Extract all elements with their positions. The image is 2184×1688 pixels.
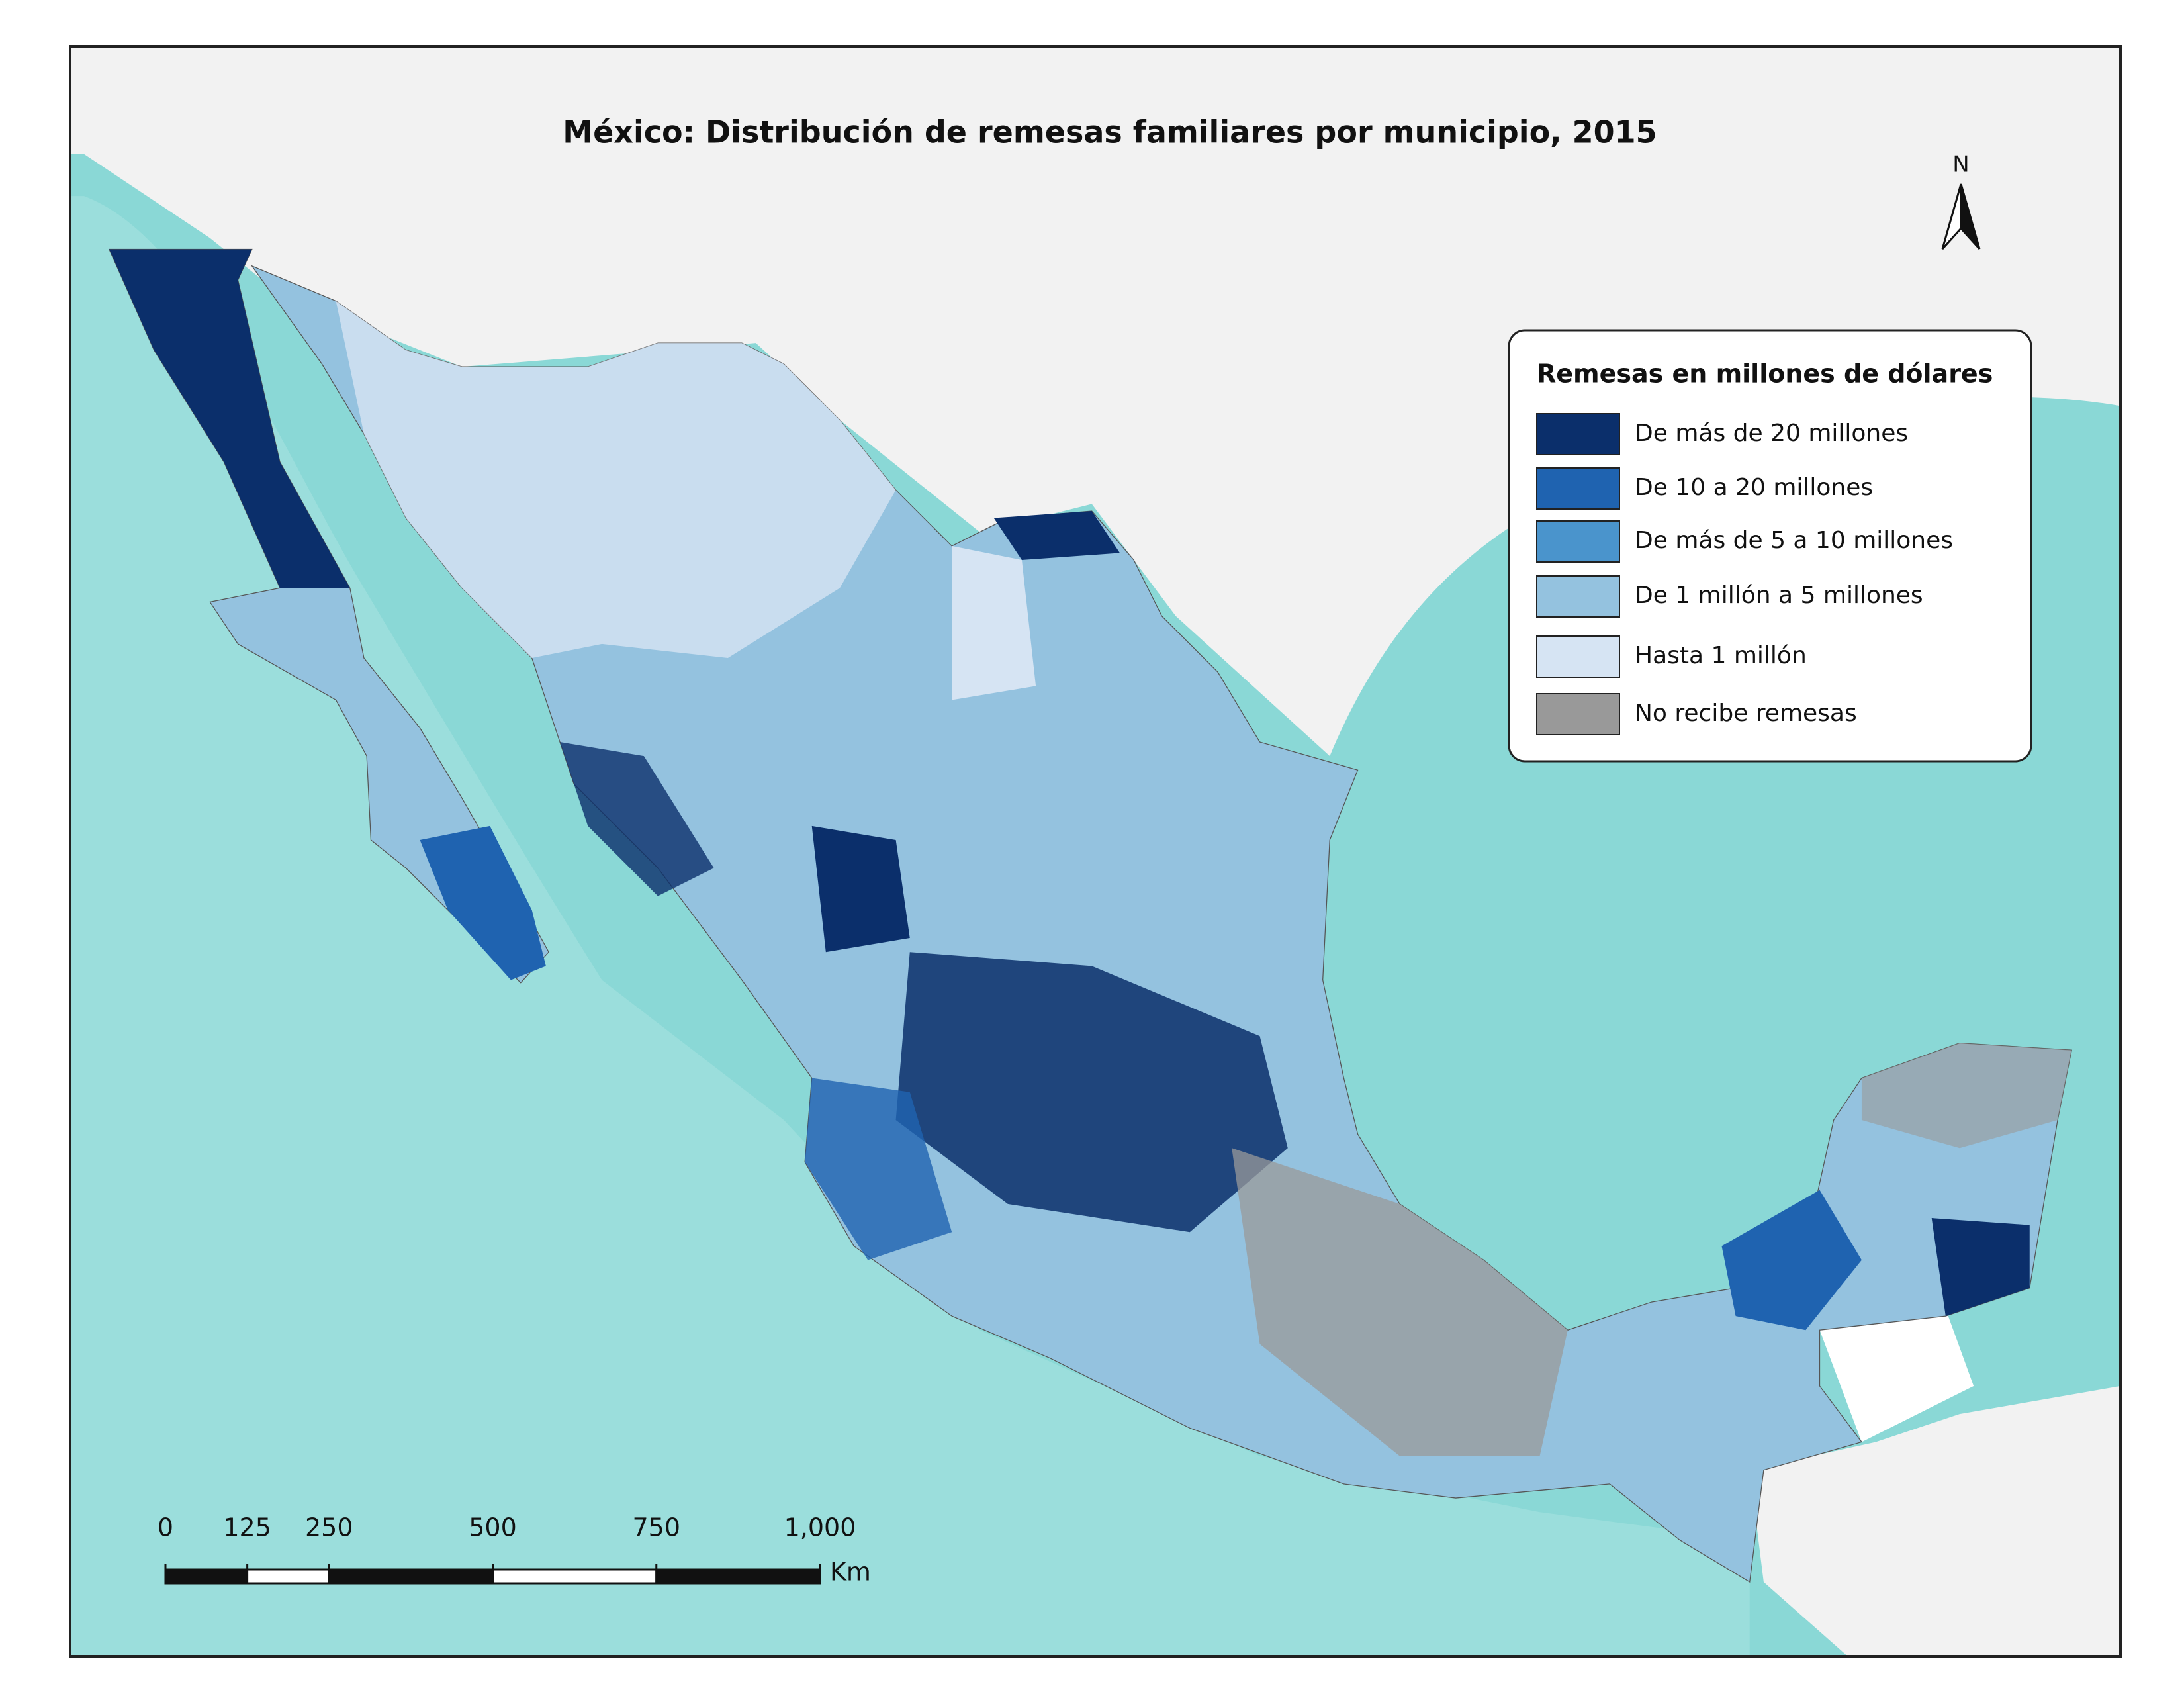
region-mid <box>1721 1190 1862 1331</box>
scale-label: 1,000 <box>784 1513 856 1542</box>
region-mid <box>420 825 546 980</box>
scale-label: 500 <box>469 1513 517 1542</box>
region-mid <box>805 1078 952 1260</box>
scale-bar: 0 125 250 500 750 1,000 Km <box>158 1513 871 1587</box>
region-light <box>336 301 896 659</box>
scale-label: 750 <box>632 1513 680 1542</box>
scale-segment <box>246 1568 330 1585</box>
north-arrow <box>1960 183 1981 250</box>
legend-label: De más de 20 millones <box>1635 420 1908 447</box>
legend-swatch <box>1536 467 1620 510</box>
region-dark <box>811 825 910 953</box>
legend-swatch <box>1536 693 1620 735</box>
legend-label: De 1 millón a 5 millones <box>1635 582 1923 609</box>
basemap <box>69 46 2121 1657</box>
legend-swatch <box>1536 413 1620 455</box>
region-dark <box>560 741 714 896</box>
land-guatemala <box>1819 1309 1974 1442</box>
scale-segment <box>328 1568 494 1585</box>
legend-label: De más de 5 a 10 millones <box>1635 527 1953 554</box>
legend-box <box>1508 329 2032 763</box>
region-dark <box>993 510 1120 560</box>
legend-title: Remesas en millones de dólares <box>1537 359 1993 389</box>
region-grey <box>1232 1148 1568 1456</box>
region-grey <box>1861 1043 2072 1149</box>
scale-segment <box>164 1568 249 1585</box>
legend-swatch <box>1536 575 1620 618</box>
region-dark <box>109 249 350 588</box>
scale-segment <box>655 1568 821 1585</box>
shelf <box>69 196 1750 1657</box>
legend-label: Hasta 1 millón <box>1635 642 1807 669</box>
map-title: México: Distribución de remesas familiar… <box>563 115 1657 150</box>
region-dark <box>1931 1218 2030 1317</box>
scale-label: 250 <box>305 1513 353 1542</box>
region-light <box>952 545 1036 700</box>
legend-items: De más de 20 millones De 10 a 20 millones… <box>1536 413 1953 735</box>
legend-label: De 10 a 20 millones <box>1635 474 1873 501</box>
legend-swatch <box>1536 635 1620 678</box>
land-south <box>1749 1385 2121 1657</box>
scale-label: 125 <box>223 1513 271 1542</box>
legend-label: No recibe remesas <box>1635 700 1857 727</box>
scale-unit: Km <box>830 1558 871 1587</box>
land-north <box>69 46 2121 757</box>
scale-segment <box>492 1568 658 1585</box>
north-label: N <box>1952 152 1969 178</box>
legend-swatch <box>1536 520 1620 563</box>
region-dark <box>895 952 1288 1233</box>
scale-label: 0 <box>158 1513 173 1542</box>
map-frame <box>69 45 2122 1658</box>
